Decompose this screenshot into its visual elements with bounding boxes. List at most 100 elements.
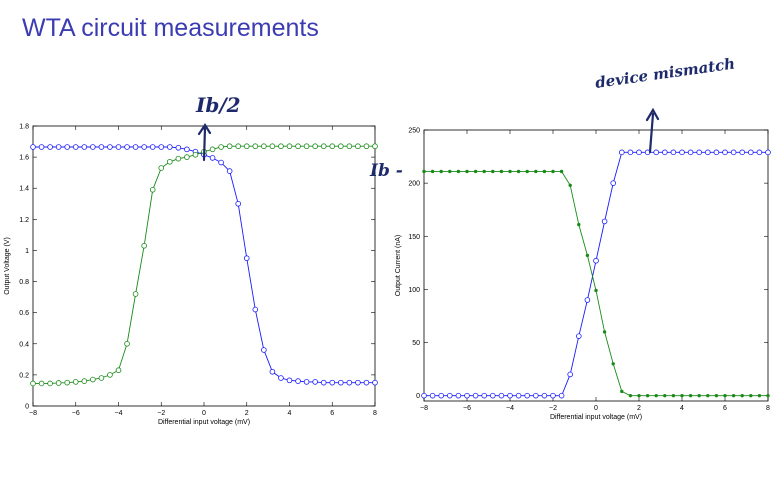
data-point — [312, 379, 318, 385]
x-axis-label: Differential input voltage (mV) — [158, 419, 250, 426]
data-point — [167, 144, 173, 150]
data-point — [124, 340, 130, 347]
data-point — [175, 155, 182, 162]
data-point — [90, 144, 96, 150]
data-point — [98, 375, 105, 381]
data-point — [209, 146, 216, 153]
data-point — [261, 143, 267, 150]
x-tick-label: −4 — [115, 410, 123, 417]
data-point — [115, 367, 122, 374]
x-tick-label: 6 — [330, 410, 334, 417]
data-point — [329, 143, 336, 150]
data-point — [337, 143, 344, 150]
data-point — [372, 379, 378, 386]
plot-frame — [32, 125, 376, 407]
data-point — [201, 148, 207, 155]
y-tick-label: 0.4 — [19, 341, 29, 348]
data-point — [38, 144, 45, 150]
data-point — [47, 380, 53, 387]
data-point — [346, 143, 353, 150]
data-point — [98, 144, 105, 150]
data-point — [286, 377, 293, 384]
data-point — [124, 144, 130, 150]
x-tick-label: 4 — [288, 410, 292, 417]
data-point — [158, 144, 165, 150]
data-point — [64, 379, 70, 386]
data-point — [320, 379, 327, 386]
data-point — [30, 380, 36, 387]
data-point — [218, 144, 224, 150]
y-tick-label: 1 — [25, 248, 29, 255]
y-tick-label: 1.6 — [19, 155, 29, 162]
data-point — [107, 144, 113, 150]
data-point — [303, 379, 310, 385]
data-point — [184, 146, 190, 153]
series-line-1 — [33, 146, 375, 384]
y-tick-label: 1.2 — [19, 217, 29, 224]
data-point — [72, 144, 79, 150]
data-point — [372, 143, 378, 150]
data-point — [209, 155, 216, 161]
x-tick-label: −2 — [157, 410, 165, 417]
data-point — [252, 306, 259, 313]
data-point — [226, 168, 233, 174]
data-point — [90, 376, 96, 383]
y-tick-label: 0.8 — [19, 279, 29, 286]
data-point — [167, 158, 173, 165]
data-point — [64, 144, 70, 150]
x-tick-label: −6 — [72, 410, 80, 417]
data-point — [295, 378, 301, 384]
data-point — [72, 379, 79, 385]
x-tick-label: −8 — [29, 410, 37, 417]
data-point — [132, 291, 139, 297]
y-tick-label: 0 — [25, 404, 29, 411]
x-tick-label: 2 — [245, 410, 249, 417]
data-point — [192, 151, 199, 158]
data-point — [252, 143, 259, 150]
data-point — [218, 159, 224, 166]
data-point — [115, 144, 122, 150]
series-line-2 — [33, 145, 375, 384]
data-point — [355, 143, 361, 150]
data-point — [312, 143, 318, 150]
y-tick-label: 0.6 — [19, 310, 29, 317]
data-point — [141, 242, 147, 249]
data-point — [158, 165, 165, 171]
data-point — [107, 372, 113, 378]
data-point — [184, 154, 190, 160]
data-point — [81, 378, 88, 384]
data-point — [346, 379, 353, 386]
data-point — [295, 143, 301, 150]
y-tick-label: 1.8 — [19, 124, 29, 131]
data-point — [269, 143, 276, 150]
x-tick-label: 8 — [373, 410, 377, 417]
data-point — [149, 144, 156, 150]
data-point — [55, 380, 62, 386]
data-point — [226, 143, 233, 150]
data-point — [320, 143, 327, 150]
data-point — [303, 143, 310, 150]
y-axis-label: Output Voltage (V) — [4, 237, 11, 295]
data-point — [363, 143, 370, 150]
data-point — [243, 143, 250, 150]
data-point — [269, 368, 276, 375]
y-tick-label: 1.4 — [19, 186, 29, 193]
x-tick-label: 0 — [202, 410, 206, 417]
data-point — [149, 186, 156, 193]
data-point — [132, 144, 139, 150]
data-point — [81, 144, 88, 150]
data-point — [286, 143, 293, 150]
data-point — [278, 375, 284, 381]
data-point — [337, 379, 344, 386]
data-point — [355, 379, 361, 386]
data-point — [175, 144, 182, 151]
data-point — [55, 144, 62, 150]
data-point — [329, 379, 336, 386]
data-point — [38, 380, 45, 387]
y-tick-label: 0.2 — [19, 372, 29, 379]
data-point — [235, 143, 242, 150]
data-point — [243, 255, 250, 262]
data-point — [30, 144, 36, 150]
data-point — [363, 379, 370, 386]
